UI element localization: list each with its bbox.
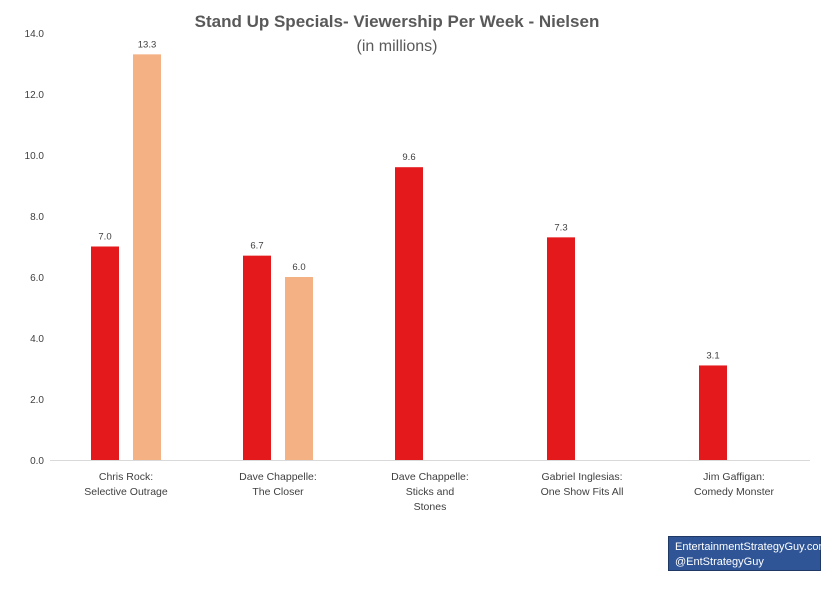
y-tick-label: 2.0: [30, 395, 44, 406]
bar: [699, 365, 727, 460]
category-label: Dave Chappelle:: [391, 471, 469, 483]
bar: [243, 255, 271, 460]
data-label: 6.0: [292, 262, 305, 273]
x-axis: Chris Rock: Selective Outrage Dave Chappel…: [50, 460, 810, 513]
data-label: 9.6: [402, 152, 415, 163]
y-tick-label: 8.0: [30, 212, 44, 223]
category-label: Chris Rock:: [99, 471, 153, 483]
bar: [547, 237, 575, 460]
data-label: 7.0: [98, 232, 111, 243]
chart-title: Stand Up Specials- Viewership Per Week -…: [195, 12, 600, 31]
credit-website: EntertainmentStrategyGuy.com: [675, 541, 828, 553]
category-label: Jim Gaffigan:: [703, 471, 765, 483]
category-label: Selective Outrage: [84, 486, 168, 498]
y-tick-label: 14.0: [25, 29, 45, 40]
data-label: 13.3: [138, 39, 157, 50]
category-label: Dave Chappelle:: [239, 471, 317, 483]
y-tick-label: 10.0: [25, 151, 45, 162]
category-label: The Closer: [252, 486, 304, 498]
category-label: Gabriel Inglesias:: [541, 471, 622, 483]
y-tick-label: 4.0: [30, 334, 44, 345]
data-label: 6.7: [250, 241, 263, 252]
y-axis: 0.0 2.0 4.0 6.0 8.0 10.0 12.0 14.0: [25, 29, 45, 467]
category-label: Comedy Monster: [694, 486, 774, 498]
bar: [285, 277, 313, 460]
chart-subtitle: (in millions): [357, 38, 438, 55]
category-label: One Show Fits All: [541, 486, 624, 498]
category-label: Sticks and: [406, 486, 455, 498]
y-tick-label: 6.0: [30, 273, 44, 284]
data-labels: 7.0 13.3 6.7 6.0 9.6 7.3 3.1: [98, 39, 719, 361]
data-label: 7.3: [554, 222, 567, 233]
bars: [91, 54, 727, 460]
credit-handle: @EntStrategyGuy: [675, 556, 764, 568]
bar: [395, 167, 423, 460]
data-label: 3.1: [706, 350, 719, 361]
bar: [91, 246, 119, 460]
y-tick-label: 12.0: [25, 90, 45, 101]
bar: [133, 54, 161, 460]
credit-box: EntertainmentStrategyGuy.com @EntStrateg…: [668, 536, 828, 571]
category-label: Stones: [414, 501, 447, 513]
y-tick-label: 0.0: [30, 456, 44, 467]
